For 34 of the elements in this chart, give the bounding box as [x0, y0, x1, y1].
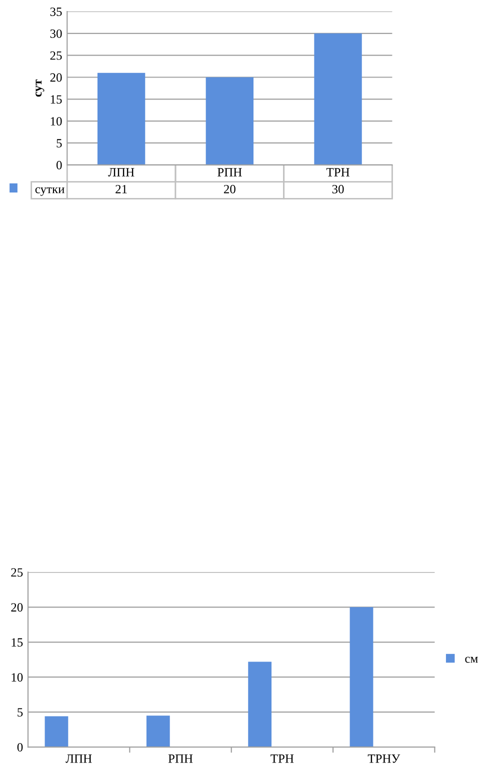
x-tick-label: РПН [168, 754, 193, 763]
bar [44, 716, 68, 748]
y-axis-title: сут [36, 79, 44, 97]
bar [146, 716, 170, 748]
y-tick-label: 30 [50, 29, 62, 38]
data-label: 30 [332, 184, 344, 194]
y-tick-label: 0 [17, 743, 23, 752]
x-tick-label: ТРН [326, 168, 350, 176]
y-tick-label: 5 [18, 708, 23, 717]
x-tick-label: ТРНУ [368, 754, 400, 763]
y-tick-label: 15 [12, 638, 23, 647]
legend-label: сутки [35, 187, 64, 196]
y-tick-label: 20 [11, 603, 23, 612]
bar [350, 607, 374, 748]
x-tick-label: ТРН [270, 754, 294, 763]
y-tick-label: 25 [11, 568, 23, 577]
bar [314, 33, 362, 165]
y-tick-label: 5 [56, 139, 62, 148]
y-tick-label: 20 [50, 73, 62, 82]
x-tick-label: РПН [218, 168, 242, 176]
x-tick-label: ЛПН [108, 168, 134, 176]
data-label: 21 [116, 184, 127, 194]
y-tick-label: 35 [50, 8, 62, 16]
bar [97, 72, 146, 165]
y-tick-label: 25 [50, 51, 62, 60]
y-tick-label: 10 [50, 117, 62, 126]
y-tick-label: 10 [12, 673, 23, 682]
y-tick-label: 0 [56, 160, 62, 170]
data-label: 20 [224, 184, 236, 194]
legend-label: см [465, 656, 478, 663]
bar [248, 662, 272, 748]
bar [206, 77, 254, 165]
x-tick-label: ЛПН [66, 754, 92, 763]
y-tick-label: 15 [50, 95, 62, 104]
